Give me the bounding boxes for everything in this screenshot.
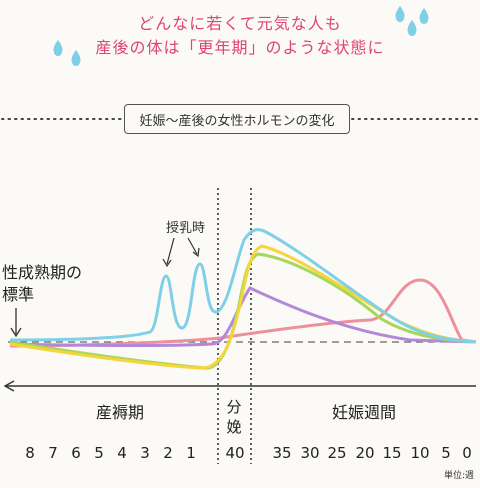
section-title: 妊娠〜産後の女性ホルモンの変化 xyxy=(124,104,350,134)
tick-label: 7 xyxy=(48,444,58,462)
heading-line-1: どんなに若くて元気な人も xyxy=(138,14,342,33)
baseline-label-line1: 性成熟期の xyxy=(2,263,82,282)
tick-label: 2 xyxy=(163,444,173,462)
unit-label: 単位:週 xyxy=(444,469,474,481)
tick-label: 25 xyxy=(327,444,346,462)
series-pink-curve xyxy=(9,278,477,348)
tick-label: 20 xyxy=(355,444,374,462)
series-purple-curve xyxy=(9,286,477,347)
tick-label-delivery: 40 xyxy=(225,444,244,462)
tick-label: 4 xyxy=(117,444,127,462)
series-blue-curve xyxy=(9,228,477,344)
phase-postpartum-label: 産褥期 xyxy=(96,403,144,422)
tick-label: 3 xyxy=(140,444,150,462)
water-drops-right-icon xyxy=(395,6,429,36)
tick-label: 1 xyxy=(186,444,196,462)
section-dotted-rule xyxy=(1,118,479,120)
hormone-chart: 授乳時 性成熟期の 標準 産褥期 分 娩 妊娠週間 8 7 6 5 4 3 2 … xyxy=(2,188,477,481)
tick-label: 30 xyxy=(300,444,319,462)
tick-label: 5 xyxy=(441,444,451,462)
ticks-pregnancy: 35 30 25 20 15 10 5 0 xyxy=(272,444,471,462)
nursing-arrowhead-left xyxy=(162,258,172,268)
tick-label: 0 xyxy=(462,444,472,462)
phase-delivery-label-1: 分 xyxy=(226,398,241,416)
tick-label: 6 xyxy=(71,444,81,462)
tick-label: 35 xyxy=(272,444,291,462)
phase-pregnancy-label: 妊娠週間 xyxy=(332,403,396,422)
nursing-arrowhead-right xyxy=(192,247,200,258)
tick-label: 15 xyxy=(382,444,401,462)
tick-label: 10 xyxy=(410,444,429,462)
baseline-label-line2: 標準 xyxy=(2,285,34,304)
nursing-arrow-right xyxy=(187,237,198,255)
phase-axis-arrowhead xyxy=(3,380,15,392)
nursing-label: 授乳時 xyxy=(166,221,205,236)
heading-line-2: 産後の体は「更年期」のような状態に xyxy=(95,38,385,57)
water-drops-left-icon xyxy=(53,40,81,66)
tick-label: 8 xyxy=(25,444,35,462)
nursing-arrow-left xyxy=(166,237,175,265)
baseline-arrowhead xyxy=(10,327,22,338)
ticks-postpartum: 8 7 6 5 4 3 2 1 xyxy=(25,444,196,462)
section-title-row: 妊娠〜産後の女性ホルモンの変化 xyxy=(0,104,480,134)
phase-delivery-label-2: 娩 xyxy=(226,418,241,436)
tick-label: 5 xyxy=(94,444,104,462)
